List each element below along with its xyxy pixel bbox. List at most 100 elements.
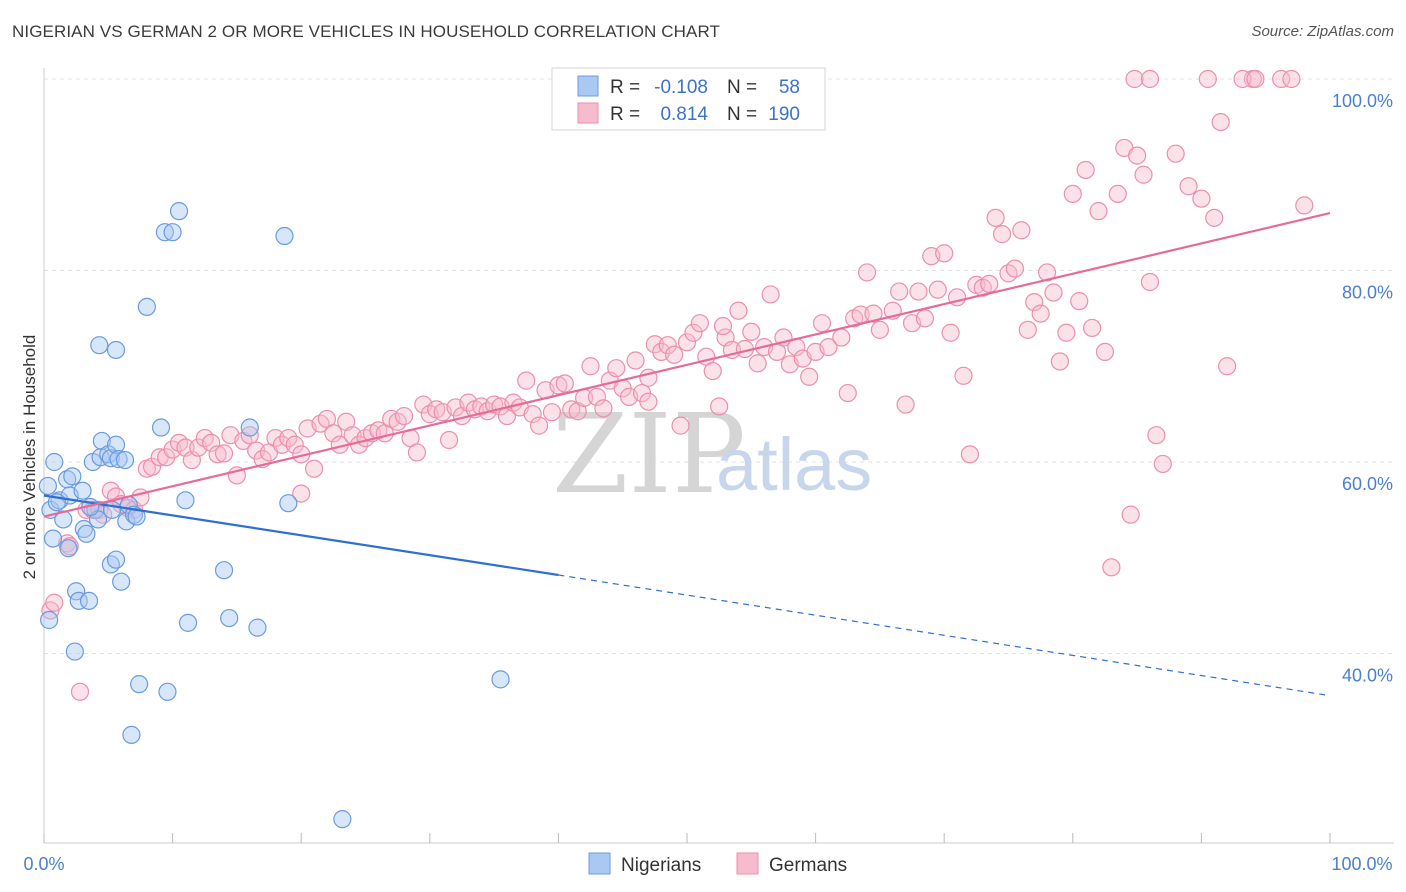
german-point-85 <box>587 387 607 406</box>
german-point-41 <box>304 459 324 478</box>
nigerian-point-44 <box>214 561 234 580</box>
german-point-74 <box>517 371 536 390</box>
x-axis-ticks <box>43 833 1331 843</box>
german-point-157 <box>1063 184 1082 203</box>
german-point-97 <box>665 345 684 364</box>
german-point-37 <box>279 428 298 448</box>
german-point-35 <box>266 428 285 448</box>
nigerian-point-53 <box>491 670 510 689</box>
german-point-27 <box>214 444 234 463</box>
german-point-99 <box>677 333 697 352</box>
german-point-166 <box>1121 505 1140 524</box>
nigerian-point-10 <box>73 481 92 500</box>
legend-n-value-1: 58 <box>779 77 800 98</box>
german-point-144 <box>980 274 999 294</box>
nigerian-trendline <box>43 494 559 577</box>
nigerian-point-23 <box>101 449 120 468</box>
nigerian-point-52 <box>333 810 352 829</box>
nigerian-point-55 <box>45 452 64 472</box>
legend-n-label-2: N = <box>727 104 757 125</box>
nigerian-points <box>38 202 510 829</box>
nigerian-point-30 <box>127 507 146 526</box>
german-point-110 <box>748 354 767 373</box>
source-label: Source: ZipAtlas.com <box>1251 23 1394 40</box>
german-point-181 <box>1140 69 1160 89</box>
series-legend-swatch-germans <box>736 852 759 875</box>
german-point-140 <box>954 366 973 385</box>
legend-r-label-2: R = <box>610 104 640 125</box>
german-point-4 <box>70 682 90 701</box>
german-point-123 <box>838 383 857 403</box>
german-point-128 <box>870 320 890 339</box>
nigerian-point-33 <box>112 572 131 591</box>
german-point-130 <box>890 282 909 301</box>
nigerian-point-26 <box>115 450 135 470</box>
nigerian-point-36 <box>137 297 156 316</box>
german-point-167 <box>1127 146 1147 165</box>
german-point-161 <box>1089 202 1108 221</box>
nigerian-point-14 <box>69 591 88 610</box>
german-point-1 <box>45 593 64 612</box>
nigerian-point-47 <box>279 494 298 513</box>
german-point-118 <box>800 367 819 386</box>
y-axis-label: 2 or more Vehicles in Household <box>20 335 39 580</box>
nigerian-point-0 <box>38 476 57 496</box>
german-point-44 <box>324 424 343 443</box>
german-point-154 <box>1044 283 1063 302</box>
german-point-103 <box>703 361 722 381</box>
german-point-162 <box>1095 342 1115 361</box>
trendlines <box>43 211 1331 697</box>
nigerian-point-15 <box>65 642 84 661</box>
german-point-25 <box>202 433 221 452</box>
german-point-184 <box>1246 69 1265 89</box>
german-point-88 <box>607 359 626 378</box>
german-point-131 <box>896 395 915 414</box>
nigerian-point-43 <box>178 613 198 632</box>
german-point-80 <box>555 374 574 393</box>
german-point-151 <box>1025 292 1044 312</box>
german-point-146 <box>992 225 1012 244</box>
legend-n-value-2: 190 <box>768 104 800 125</box>
nigerian-point-48 <box>240 418 259 437</box>
german-point-107 <box>729 301 748 320</box>
watermark-atlas: atlas <box>716 423 872 506</box>
german-point-152 <box>1031 304 1050 323</box>
german-point-62 <box>439 430 459 450</box>
german-point-75 <box>523 405 542 424</box>
german-point-122 <box>832 328 851 347</box>
watermark-zip: ZIP <box>552 390 746 518</box>
german-point-100 <box>684 323 703 342</box>
legend-n-label-1: N = <box>727 77 757 98</box>
german-point-163 <box>1102 558 1121 577</box>
german-point-126 <box>857 263 877 282</box>
german-point-148 <box>1005 259 1025 278</box>
german-point-145 <box>986 208 1005 227</box>
series-legend: Nigerians Germans <box>588 852 847 876</box>
nigerian-point-42 <box>176 491 195 510</box>
series-legend-swatch-nigerians <box>588 852 611 875</box>
german-point-26 <box>208 445 227 464</box>
german-point-172 <box>1166 144 1185 163</box>
nigerian-trendline-extension <box>558 574 1331 697</box>
german-point-180 <box>1125 69 1144 89</box>
y-tick-label-60: 60.0% <box>1342 474 1393 494</box>
series-legend-label-germans: Germans <box>769 855 847 876</box>
german-point-160 <box>1082 318 1102 338</box>
german-point-78 <box>542 403 562 422</box>
german-point-120 <box>812 314 832 333</box>
german-point-177 <box>1218 357 1237 376</box>
chart-title: NIGERIAN VS GERMAN 2 OR MORE VEHICLES IN… <box>12 22 721 41</box>
german-point-156 <box>1057 323 1076 342</box>
legend-r-value-2: 0.814 <box>660 104 708 125</box>
german-point-189 <box>292 484 311 503</box>
nigerian-point-8 <box>63 467 82 486</box>
nigerian-point-25 <box>109 450 128 469</box>
german-point-185 <box>1272 69 1291 89</box>
german-point-121 <box>819 338 838 357</box>
german-point-141 <box>960 445 980 464</box>
nigerian-point-49 <box>130 675 149 694</box>
german-point-187 <box>713 316 733 336</box>
nigerian-point-40 <box>169 202 189 221</box>
german-point-84 <box>581 357 600 376</box>
